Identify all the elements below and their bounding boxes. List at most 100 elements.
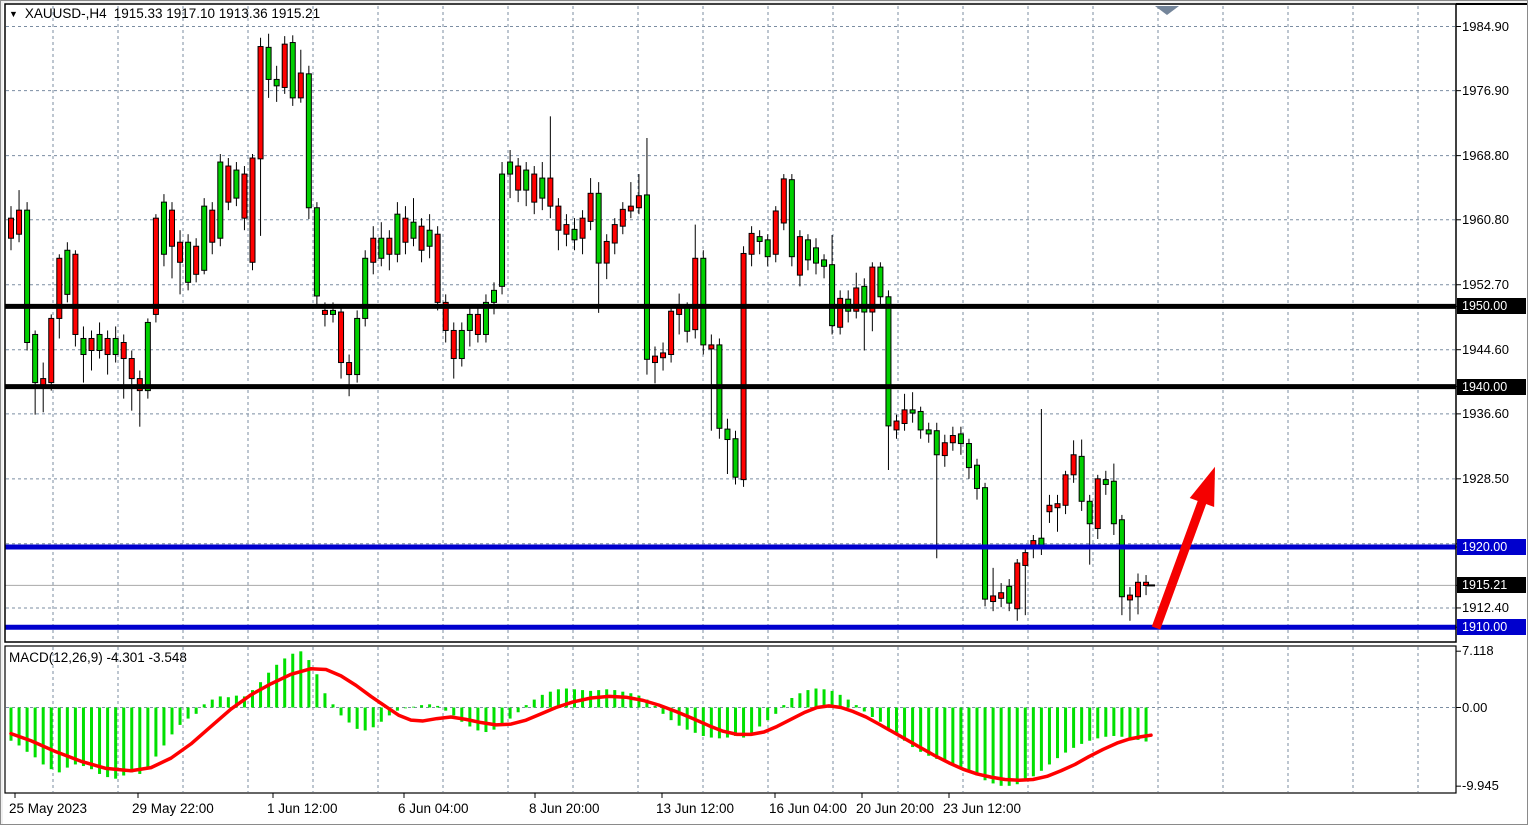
candle [603,234,610,280]
macd-bar [862,707,866,712]
macd-bar [484,707,488,733]
candle [539,162,546,211]
macd-bar [540,694,544,708]
macd-axis-label: -9.945 [1462,778,1499,794]
ohlc-values-label: 1915.33 1917.10 1913.36 1915.21 [113,6,321,21]
candle [861,278,868,351]
macd-bar [387,707,391,716]
candle [1086,494,1093,565]
macd-bar [1031,707,1035,777]
macd-bar [661,707,665,714]
candle [1126,587,1133,621]
candle [281,36,288,94]
candle [1102,470,1109,495]
macd-bar [564,688,568,708]
macd-bar [516,707,520,713]
macd-bar [41,707,45,765]
macd-bar [758,707,762,727]
macd-bar [210,699,214,708]
macd-bar [878,707,882,722]
symbol-dropdown-icon[interactable]: ▼ [9,8,18,19]
candle [474,306,481,343]
candle [338,306,345,379]
macd-bar [669,707,673,721]
time-axis-label: 29 May 22:00 [132,801,214,816]
macd-bar [202,704,206,708]
macd-bar [854,705,858,708]
candle [837,290,844,335]
macd-bar [186,707,190,719]
candle [547,116,554,219]
price-axis-label: 1976.90 [1462,82,1509,98]
macd-bar [323,693,327,708]
macd-bar [106,707,110,778]
candle [587,178,594,231]
macd-bar [500,707,504,725]
candle [410,198,417,247]
time-axis-label: 23 Jun 12:00 [943,801,1022,816]
macd-bar [98,707,102,774]
macd-bar [355,707,359,729]
macd-bar [838,694,842,708]
price-badge-1920.00: 1920.00 [1457,538,1526,555]
macd-bar [830,690,834,708]
candle [949,426,956,451]
macd-bar [790,698,794,708]
candle [96,322,103,359]
candle [24,202,31,351]
candle [249,154,256,271]
time-axis-label: 25 May 2023 [9,801,88,816]
macd-bar [822,689,826,708]
candle [571,218,578,251]
macd-bar [452,707,456,716]
candle [998,583,1005,608]
candle [1070,440,1077,483]
price-axis[interactable] [1456,1,1527,794]
macd-bar [347,707,351,723]
macd-bar [709,707,713,738]
macd-bar [444,707,448,711]
macd-bar [895,707,898,735]
macd-bar [1080,707,1084,744]
macd-bar [927,707,931,756]
time-axis-label: 20 Jun 20:00 [856,801,935,816]
candle [177,230,184,295]
candle [764,234,771,267]
macd-bar [1120,707,1124,737]
candle [80,326,87,383]
time-axis-label: 6 Jun 04:00 [398,801,469,816]
macd-bar [621,691,625,708]
candle [555,198,562,251]
price-axis-label: 1960.80 [1462,211,1509,227]
candle [692,224,699,339]
macd-signal-line [9,666,1153,783]
candle [362,250,369,327]
macd-bar [637,695,641,708]
macd-bar [903,707,907,741]
candle [1135,573,1141,615]
candle [225,158,232,211]
macd-bar [1112,707,1116,736]
macd-bar [81,707,85,767]
macd-bar [798,693,802,708]
candle [257,37,264,236]
macd-axis-label: 7.118 [1462,643,1494,659]
candle [708,334,715,431]
macd-bar [242,696,246,708]
macd-bar [259,682,263,708]
trend-arrow[interactable] [1151,466,1215,630]
macd-bar [782,705,786,708]
macd-bar [178,707,182,725]
macd-bar [734,707,737,736]
macd-bar [162,707,166,746]
macd-bar [315,674,319,708]
macd-bar [556,689,560,708]
candle [128,350,135,411]
candle [563,214,570,247]
candle [56,254,63,339]
candle [434,226,441,311]
grid-layer [6,6,1455,792]
candle [611,218,618,255]
